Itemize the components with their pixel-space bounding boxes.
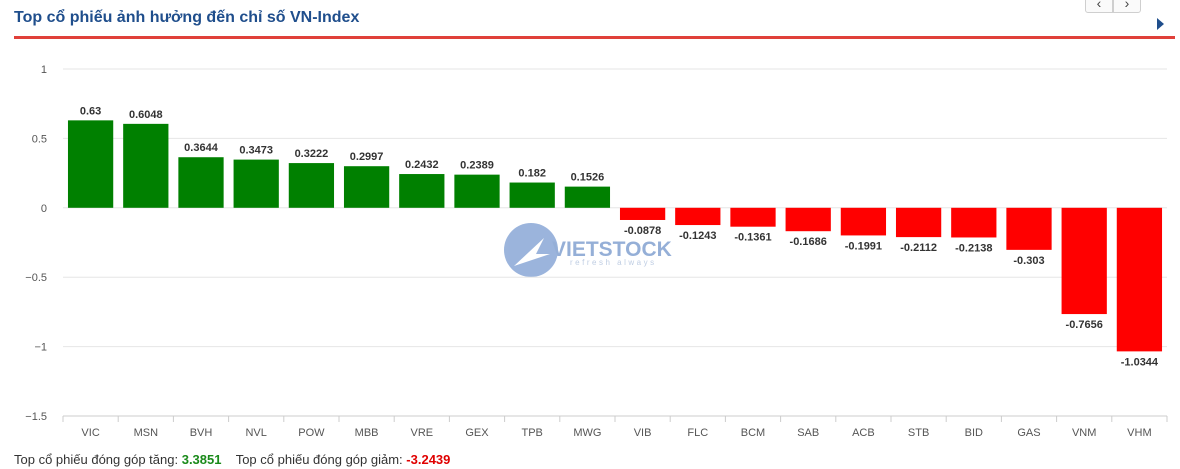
prev-button[interactable]: ‹ [1085,0,1113,13]
bar-flc[interactable] [675,207,721,226]
bar-mbb[interactable] [343,166,390,208]
summary-footer: Top cổ phiếu đóng góp tăng: 3.3851 Top c… [14,452,450,467]
page-title: Top cổ phiếu ảnh hưởng đến chỉ số VN-Ind… [14,9,360,26]
title-underline [14,36,1175,39]
x-tick-label: GEX [465,427,489,439]
x-tick-label: MWG [573,427,601,439]
bar-stb[interactable] [895,207,942,238]
bar-gas[interactable] [1006,207,1052,250]
play-icon[interactable] [1157,18,1164,30]
bar-nvl[interactable] [233,159,279,208]
data-label: -0.1243 [679,230,716,242]
x-tick-label: BVH [190,427,213,439]
watermark-globe-icon [504,223,558,277]
data-label: -0.7656 [1066,319,1103,331]
bar-acb[interactable] [840,207,887,236]
chart-header: Top cổ phiếu ảnh hưởng đến chỉ số VN-Ind… [14,0,1175,40]
x-tick-label: MBB [355,427,379,439]
x-tick-label: BCM [741,427,765,439]
bar-bid[interactable] [951,207,997,238]
x-tick-label: VIC [81,427,99,439]
data-label: -0.1686 [790,236,827,248]
bar-chart: VIETSTOCK refresh always 1 0.5 0 −0.5 −1 −1.5… [25,64,1168,439]
y-tick-label: 0.5 [32,133,47,145]
y-tick-label: 0 [41,203,47,215]
data-label: 0.6048 [129,109,163,121]
x-tick-label: VNM [1072,427,1096,439]
data-label: -1.0344 [1121,356,1159,368]
bar-vre[interactable] [399,174,445,208]
x-tick-label: FLC [687,427,708,439]
x-tick-label: TPB [521,427,542,439]
bar-bcm[interactable] [730,207,776,227]
data-label: 0.3644 [184,142,219,154]
x-tick-label: VIB [634,427,652,439]
watermark-arrow-icon [514,238,550,266]
x-tick-label: VHM [1127,427,1151,439]
bar-tpb[interactable] [509,182,555,208]
bar-vic[interactable] [67,120,114,208]
y-tick-label: −1 [34,342,47,354]
down-label: Top cổ phiếu đóng góp giảm: [235,452,403,467]
bar-vib[interactable] [619,207,666,220]
bar-mwg[interactable] [564,186,611,208]
data-label: 0.182 [518,168,546,180]
watermark-tagline: refresh always [570,258,657,267]
up-label: Top cổ phiếu đóng góp tăng: [14,452,179,467]
data-label: 0.1526 [571,172,605,184]
x-tick-label: VRE [410,427,433,439]
x-tick-label: MSN [134,427,159,439]
data-label: 0.3473 [239,145,273,157]
x-tick-label: BID [965,427,983,439]
bar-bvh[interactable] [178,157,224,208]
x-tick-label: NVL [245,427,266,439]
y-tick-label: −1.5 [25,411,47,423]
bar-sab[interactable] [785,207,831,232]
bar-vhm[interactable] [1116,207,1163,352]
data-label: 0.3222 [295,148,329,160]
data-label: -0.0878 [624,225,661,237]
data-label: 0.63 [80,105,101,117]
up-value: 3.3851 [181,452,222,467]
watermark-logo-text: VIETSTOCK [552,238,672,261]
vietstock-watermark: VIETSTOCK refresh always [504,223,672,277]
data-label: 0.2389 [460,160,494,172]
x-tick-label: STB [908,427,929,439]
x-tick-label: ACB [852,427,875,439]
bar-msn[interactable] [123,123,169,208]
down-value: -3.2439 [406,452,451,467]
x-tick-label: SAB [797,427,819,439]
y-tick-label: 1 [41,64,47,76]
data-label: -0.1361 [734,232,771,244]
bar-vnm[interactable] [1061,207,1107,315]
data-label: -0.1991 [845,240,882,252]
data-label: 0.2997 [350,151,384,163]
data-label: 0.2432 [405,159,439,171]
data-label: -0.2138 [955,242,992,254]
data-label: -0.303 [1013,255,1044,267]
y-tick-label: −0.5 [25,272,47,284]
bar-gex[interactable] [454,174,500,208]
data-label: -0.2112 [900,242,937,254]
x-tick-label: POW [298,427,325,439]
next-button[interactable]: › [1113,0,1141,13]
bar-pow[interactable] [288,163,335,208]
x-tick-label: GAS [1017,427,1040,439]
